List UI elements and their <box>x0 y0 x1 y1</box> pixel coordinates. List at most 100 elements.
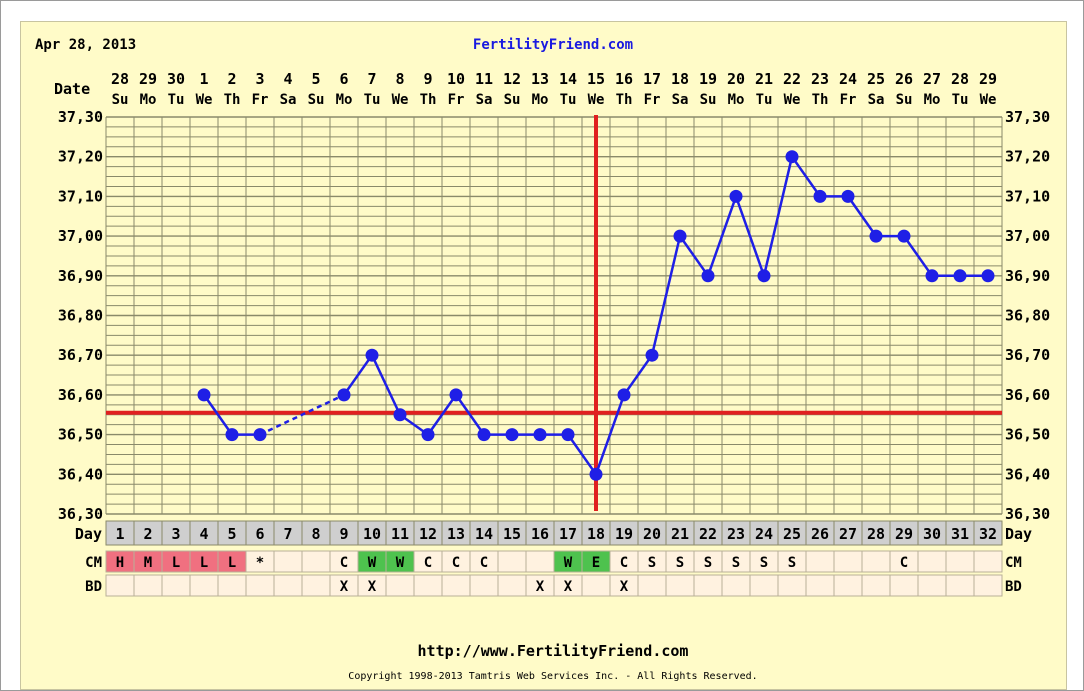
weekday-label: Fr <box>840 92 857 108</box>
y-tick-label-left: 37,20 <box>58 148 103 166</box>
day-label: 25 <box>783 525 801 543</box>
weekday-label: Tu <box>756 92 773 108</box>
weekday-label: We <box>980 92 997 108</box>
bd-cell <box>469 574 499 597</box>
temperature-segment <box>902 235 934 277</box>
day-label: 16 <box>531 525 549 543</box>
cm-value: L <box>172 555 180 571</box>
grid <box>105 116 1003 515</box>
cm-cell <box>805 550 835 573</box>
temperature-point <box>785 150 799 164</box>
y-tick-label-left: 37,30 <box>58 108 103 126</box>
weekday-label: Th <box>616 92 633 108</box>
bd-cell <box>105 574 135 597</box>
cm-value: E <box>592 555 600 571</box>
temperature-point <box>897 229 911 243</box>
day-label: 7 <box>283 525 292 543</box>
y-tick-label-left: 36,50 <box>58 426 103 444</box>
y-tick-label-right: 37,00 <box>1005 227 1050 245</box>
bd-cell <box>805 574 835 597</box>
weekday-label: Tu <box>952 92 969 108</box>
temperature-point <box>197 388 211 402</box>
cm-value: S <box>760 555 768 571</box>
date-label: 10 <box>447 70 465 88</box>
bd-cell <box>245 574 275 597</box>
date-label: 1 <box>199 70 208 88</box>
bd-cell <box>189 574 219 597</box>
weekday-label: Th <box>224 92 241 108</box>
bd-cell <box>301 574 331 597</box>
date-label: 26 <box>895 70 913 88</box>
day-label: 31 <box>951 525 969 543</box>
day-label: 22 <box>699 525 717 543</box>
temperature-segment <box>202 394 234 436</box>
date-label: 2 <box>227 70 236 88</box>
weekday-label: Mo <box>140 92 157 108</box>
weekday-label: Mo <box>336 92 353 108</box>
footer-url[interactable]: http://www.FertilityFriend.com <box>418 642 689 660</box>
cm-value: C <box>620 555 628 571</box>
cm-value: L <box>200 555 208 571</box>
cm-value: W <box>368 555 377 571</box>
weekday-label: Sa <box>868 92 885 108</box>
bd-cell <box>133 574 163 597</box>
date-label: 4 <box>283 70 292 88</box>
weekday-label: Su <box>112 92 129 108</box>
day-label: 5 <box>227 525 236 543</box>
temperature-segment <box>622 354 654 396</box>
cm-value: * <box>256 555 264 571</box>
y-tick-label-right: 36,60 <box>1005 386 1050 404</box>
weekday-label: Fr <box>252 92 269 108</box>
temperature-segment <box>342 354 374 396</box>
cm-cell <box>497 550 527 573</box>
temperature-point <box>673 229 687 243</box>
day-label: 10 <box>363 525 381 543</box>
day-label: 19 <box>615 525 633 543</box>
date-label: 22 <box>783 70 801 88</box>
temperature-segment <box>566 433 598 476</box>
temperature-point <box>589 467 603 481</box>
temperature-point <box>841 189 855 203</box>
bd-value: X <box>620 579 629 595</box>
chart-panel: 37,30 37,30 37,20 37,20 37,10 37,10 37,00 37,00… <box>20 21 1067 690</box>
cm-row-label-right: CM <box>1005 555 1022 571</box>
weekday-label: Fr <box>644 92 661 108</box>
weekday-label: Mo <box>728 92 745 108</box>
date-label: 13 <box>531 70 549 88</box>
temperature-point <box>253 428 267 442</box>
y-tick-label-left: 36,60 <box>58 386 103 404</box>
day-label: 6 <box>255 525 264 543</box>
y-tick-label-left: 36,30 <box>58 505 103 523</box>
temperature-segment <box>846 195 878 237</box>
temperature-segment <box>594 394 626 475</box>
cm-cell <box>861 550 891 573</box>
day-label: 4 <box>199 525 208 543</box>
day-label: 14 <box>475 525 493 543</box>
day-label: 17 <box>559 525 577 543</box>
cm-cell <box>917 550 947 573</box>
bd-cell <box>721 574 751 597</box>
bd-cell <box>385 574 415 597</box>
bd-row-label: BD <box>85 579 102 595</box>
bd-cell <box>889 574 919 597</box>
y-tick-label-right: 36,40 <box>1005 465 1050 483</box>
y-tick-label-left: 36,80 <box>58 307 103 325</box>
temperature-point <box>477 428 491 442</box>
day-label: 21 <box>671 525 689 543</box>
axis-labels: 37,30 37,30 37,20 37,20 37,10 37,10 37,00 37,00… <box>58 70 1050 523</box>
temperature-segment <box>706 195 738 277</box>
chart-date: Apr 28, 2013 <box>35 37 136 53</box>
bd-cell <box>413 574 443 597</box>
cm-value: H <box>116 555 124 571</box>
temperature-segment <box>678 235 710 277</box>
day-row-label-right: Day <box>1005 525 1032 543</box>
date-label: 9 <box>423 70 432 88</box>
y-tick-label-left: 37,10 <box>58 187 103 205</box>
day-row-label: Day <box>75 525 102 543</box>
bd-cell <box>945 574 975 597</box>
footer-copyright: Copyright 1998-2013 Tamtris Web Services… <box>348 671 757 682</box>
day-label: 15 <box>503 525 521 543</box>
cm-value: M <box>144 555 152 571</box>
day-label: 28 <box>867 525 885 543</box>
